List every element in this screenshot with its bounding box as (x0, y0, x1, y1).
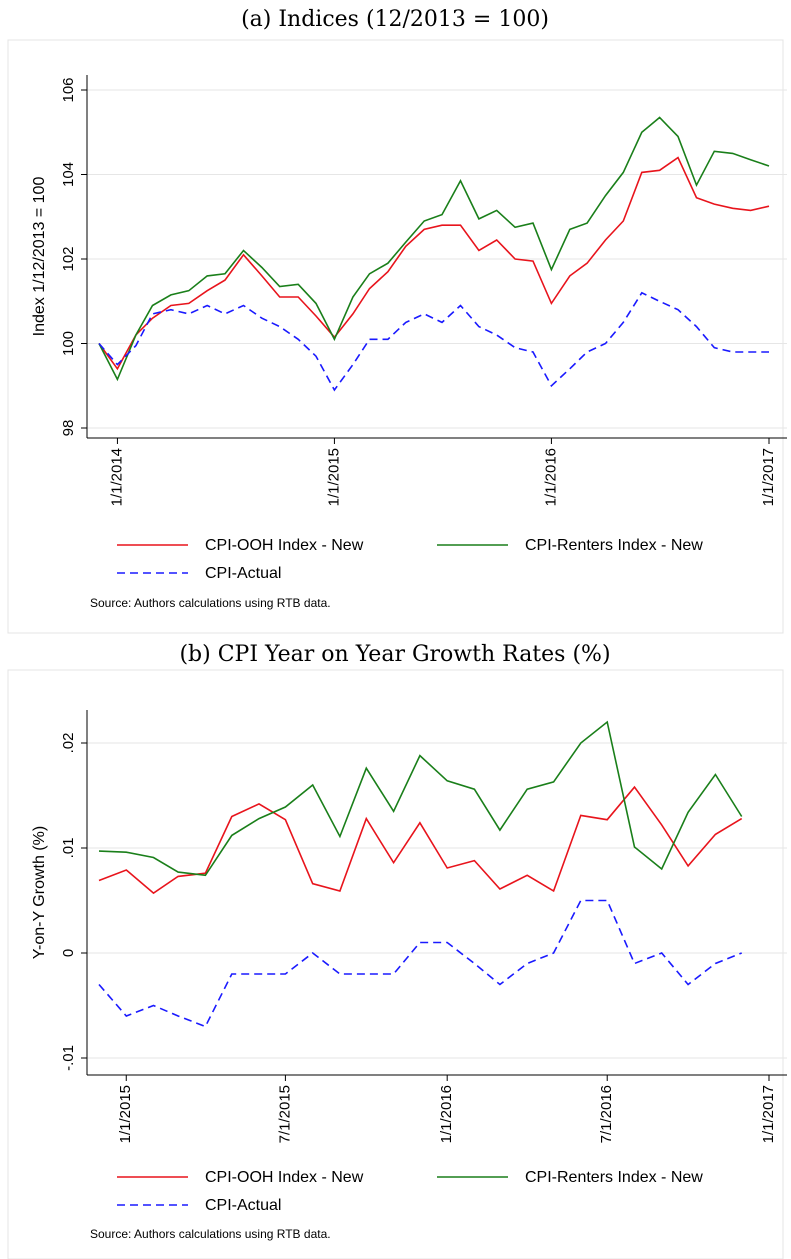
x-tick-label: 7/1/2016 (598, 1085, 615, 1143)
legend-label: CPI-OOH Index - New (205, 1169, 364, 1186)
series-line (98, 291, 769, 392)
x-tick-label: 1/1/2015 (117, 1085, 134, 1143)
legend-label: CPI-Renters Index - New (525, 537, 703, 554)
series-line (98, 156, 770, 371)
y-tick-label: 106 (60, 77, 77, 102)
source-note: Source: Authors calculations using RTB d… (90, 596, 331, 610)
y-tick-label: .02 (60, 733, 77, 754)
source-note: Source: Authors calculations using RTB d… (90, 1227, 331, 1241)
series-line (98, 899, 742, 1028)
y-tick-label: .01 (60, 838, 77, 859)
series-line (98, 785, 743, 895)
y-tick-label: -.01 (60, 1045, 77, 1071)
legend-label: CPI-OOH Index - New (205, 537, 364, 554)
series-line (98, 720, 743, 877)
series-line (98, 116, 770, 382)
caption: (a) Indices (12/2013 = 100) (241, 7, 549, 32)
legend-label: CPI-Renters Index - New (525, 1169, 703, 1186)
caption: (b) CPI Year on Year Growth Rates (%) (179, 642, 610, 667)
x-tick-label: 7/1/2015 (276, 1085, 293, 1143)
legend-label: CPI-Actual (205, 565, 281, 582)
x-tick-label: 1/1/2017 (760, 1085, 777, 1143)
panel-border (7, 39, 784, 634)
y-axis-title: Y-on-Y Growth (%) (31, 826, 48, 959)
y-tick-label: 98 (60, 420, 77, 437)
x-tick-label: 1/1/2016 (542, 448, 559, 506)
x-tick-label: 1/1/2015 (325, 448, 342, 506)
panel-border (7, 669, 784, 1259)
x-tick-label: 1/1/2016 (438, 1085, 455, 1143)
y-tick-label: 102 (60, 246, 77, 271)
y-axis-title: Index 1/12/2013 = 100 (31, 177, 48, 337)
y-tick-label: 104 (60, 162, 77, 187)
x-tick-label: 1/1/2014 (108, 448, 125, 506)
legend-label: CPI-Actual (205, 1197, 281, 1214)
x-tick-label: 1/1/2017 (760, 448, 777, 506)
y-tick-label: 100 (60, 331, 77, 356)
y-tick-label: 0 (60, 949, 77, 957)
